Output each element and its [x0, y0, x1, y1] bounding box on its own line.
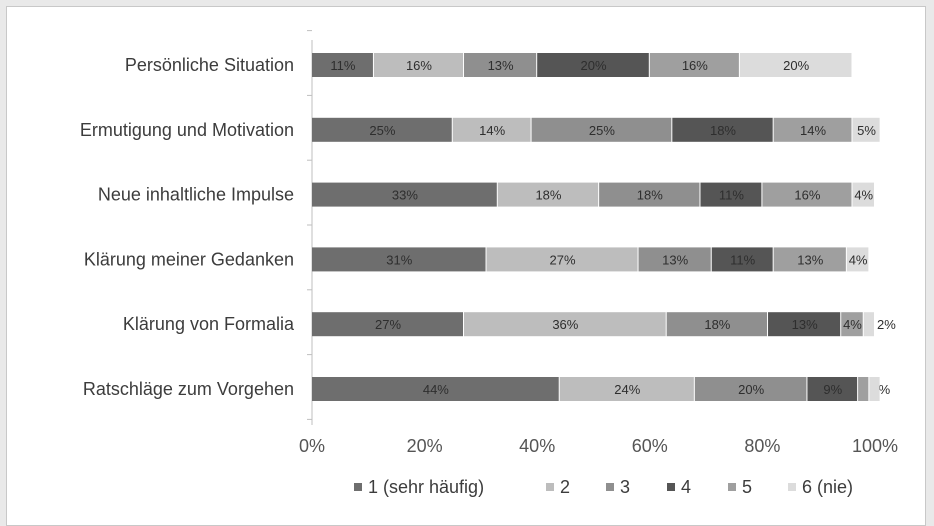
bar-segment — [700, 182, 762, 207]
data-label: 33% — [392, 188, 418, 203]
x-tick-label: 0% — [299, 436, 325, 456]
data-label: 25% — [589, 123, 615, 138]
bar-segment — [312, 377, 559, 401]
bar-segment — [846, 247, 869, 272]
stacked-bar-chart: Persönliche Situation Ermutigung und Moti… — [80, 30, 898, 497]
data-label: 9% — [823, 382, 842, 397]
category-label: Ermutigung und Motivation — [80, 120, 294, 140]
bar-segment — [599, 182, 700, 207]
category-label: Klärung meiner Gedanken — [84, 249, 294, 269]
bar-segment — [807, 377, 858, 401]
bar-segment — [768, 312, 841, 337]
data-label: 16% — [682, 58, 708, 73]
bar-segment — [312, 247, 486, 272]
data-label: 27% — [550, 252, 576, 267]
data-label: 13% — [488, 58, 514, 73]
bar-segment — [537, 53, 649, 77]
category-label: Neue inhaltliche Impulse — [98, 185, 294, 205]
bar-segment — [762, 182, 852, 207]
bar-segment — [852, 117, 880, 142]
legend-label: 5 — [742, 477, 752, 497]
x-tick-label: 60% — [632, 436, 668, 456]
legend-swatch — [667, 483, 675, 491]
bar-segment — [452, 117, 531, 142]
x-tick-label: 100% — [852, 436, 898, 456]
bar-segment — [666, 312, 768, 337]
legend-swatch — [728, 483, 736, 491]
data-label: 16% — [406, 58, 432, 73]
x-tick-label: 80% — [744, 436, 780, 456]
x-tick-label: 20% — [407, 436, 443, 456]
legend-label: 1 (sehr häufig) — [368, 477, 484, 497]
data-label: 13% — [662, 252, 688, 267]
bar-segment — [711, 247, 773, 272]
bar-segment — [312, 117, 452, 142]
bar-segment — [486, 247, 638, 272]
data-label: 11% — [330, 58, 355, 73]
data-label: 4% — [849, 252, 868, 267]
legend-label: 4 — [681, 477, 691, 497]
bar-segment — [638, 247, 711, 272]
data-label: 2% — [877, 317, 896, 332]
data-label: 27% — [375, 317, 401, 332]
bar-segment — [858, 377, 869, 401]
data-label: 24% — [614, 382, 640, 397]
legend-label: 2 — [560, 477, 570, 497]
bar-segment — [852, 182, 874, 207]
category-label: Klärung von Formalia — [123, 314, 295, 334]
data-label: 13% — [797, 252, 823, 267]
data-label: 44% — [423, 382, 449, 397]
bar-segment — [373, 53, 464, 77]
data-label: 31% — [386, 252, 412, 267]
legend-label: 6 (nie) — [802, 477, 853, 497]
bar-segment — [773, 247, 846, 272]
data-label: 18% — [704, 317, 730, 332]
data-label: 18% — [535, 188, 561, 203]
data-label: 16% — [794, 188, 820, 203]
bar-segment — [841, 312, 863, 337]
category-label: Persönliche Situation — [125, 55, 294, 75]
bar-segment — [672, 117, 773, 142]
data-label: 18% — [637, 188, 663, 203]
data-label: 20% — [783, 58, 809, 73]
bar-segment — [694, 377, 807, 401]
bar-segment — [464, 312, 666, 337]
bar-segment — [464, 53, 537, 77]
category-label: Ratschläge zum Vorgehen — [83, 379, 294, 399]
data-label: 36% — [552, 317, 578, 332]
x-tick-label: 40% — [519, 436, 555, 456]
bar-segment — [739, 53, 852, 77]
data-label: 20% — [738, 382, 764, 397]
data-label: 4% — [843, 317, 862, 332]
bar-segment — [559, 377, 694, 401]
data-label: 13% — [792, 317, 818, 332]
data-label: 4% — [854, 188, 873, 203]
data-label: 5% — [857, 123, 876, 138]
bar-segment — [649, 53, 739, 77]
data-label: 18% — [710, 123, 736, 138]
data-label: 25% — [369, 123, 395, 138]
bar-segment — [863, 312, 874, 337]
bar-segment — [312, 312, 464, 337]
data-label: 20% — [580, 58, 606, 73]
legend-swatch — [788, 483, 796, 491]
bar-segment — [312, 182, 497, 207]
legend-swatch — [546, 483, 554, 491]
data-label: 11% — [719, 188, 744, 203]
data-label: 14% — [800, 123, 826, 138]
data-label: 11% — [730, 252, 755, 267]
legend-swatch — [354, 483, 362, 491]
bar-segment — [497, 182, 599, 207]
data-label: 14% — [479, 123, 505, 138]
bar-segment — [869, 377, 880, 401]
legend-swatch — [606, 483, 614, 491]
bar-segment — [773, 117, 852, 142]
legend-label: 3 — [620, 477, 630, 497]
bar-segment — [312, 53, 373, 77]
bar-segment — [531, 117, 672, 142]
